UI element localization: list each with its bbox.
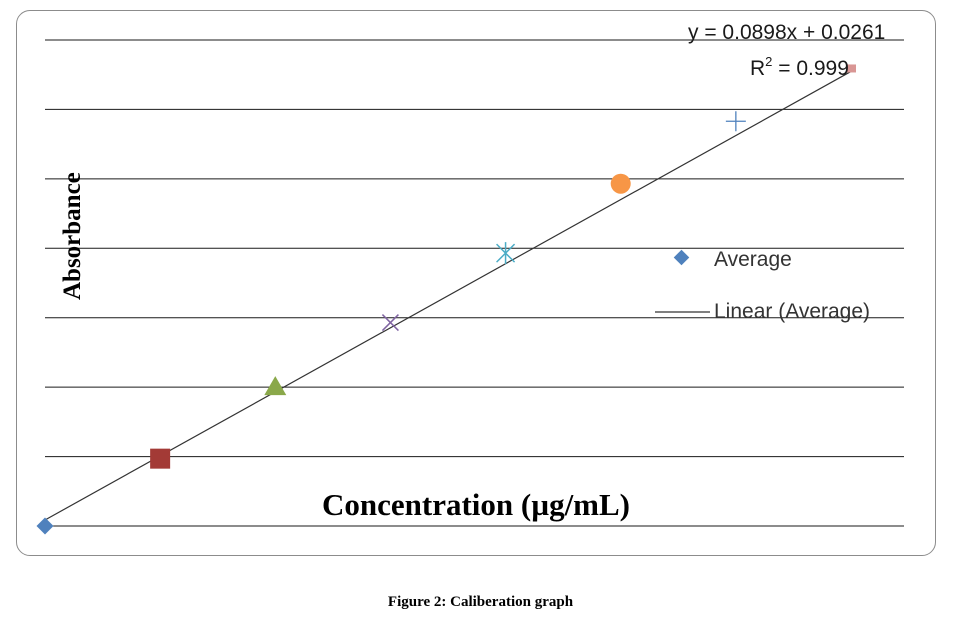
calibration-chart: y = 0.0898x + 0.0261 R2 = 0.999 Average … bbox=[36, 21, 904, 535]
data-point bbox=[36, 517, 54, 535]
legend-average-marker bbox=[673, 249, 690, 266]
r-squared-sup: 2 bbox=[765, 54, 772, 69]
r-squared-value: = 0.999 bbox=[772, 57, 848, 80]
gridlines bbox=[45, 39, 904, 527]
data-point bbox=[496, 242, 516, 265]
data-point bbox=[264, 376, 287, 396]
figure-caption: Figure 2: Caliberation graph bbox=[387, 594, 574, 610]
data-point bbox=[150, 448, 171, 469]
trendline bbox=[44, 70, 852, 521]
x-axis-title: Concentration (µg/mL) bbox=[322, 487, 630, 522]
legend-average-label: Average bbox=[714, 248, 792, 271]
legend-linear-label: Linear (Average) bbox=[714, 300, 870, 323]
r-squared-r: R bbox=[750, 57, 765, 80]
trendline-equation: y = 0.0898x + 0.0261 bbox=[688, 21, 885, 44]
data-point bbox=[381, 314, 399, 332]
data-points bbox=[36, 64, 856, 535]
y-axis-title: Absorbance bbox=[59, 172, 86, 300]
data-point bbox=[610, 173, 631, 194]
r-squared-label: R2 = 0.999 bbox=[750, 54, 849, 80]
data-point bbox=[846, 64, 856, 73]
data-point bbox=[725, 111, 746, 132]
legend: Average Linear (Average) bbox=[655, 248, 870, 323]
